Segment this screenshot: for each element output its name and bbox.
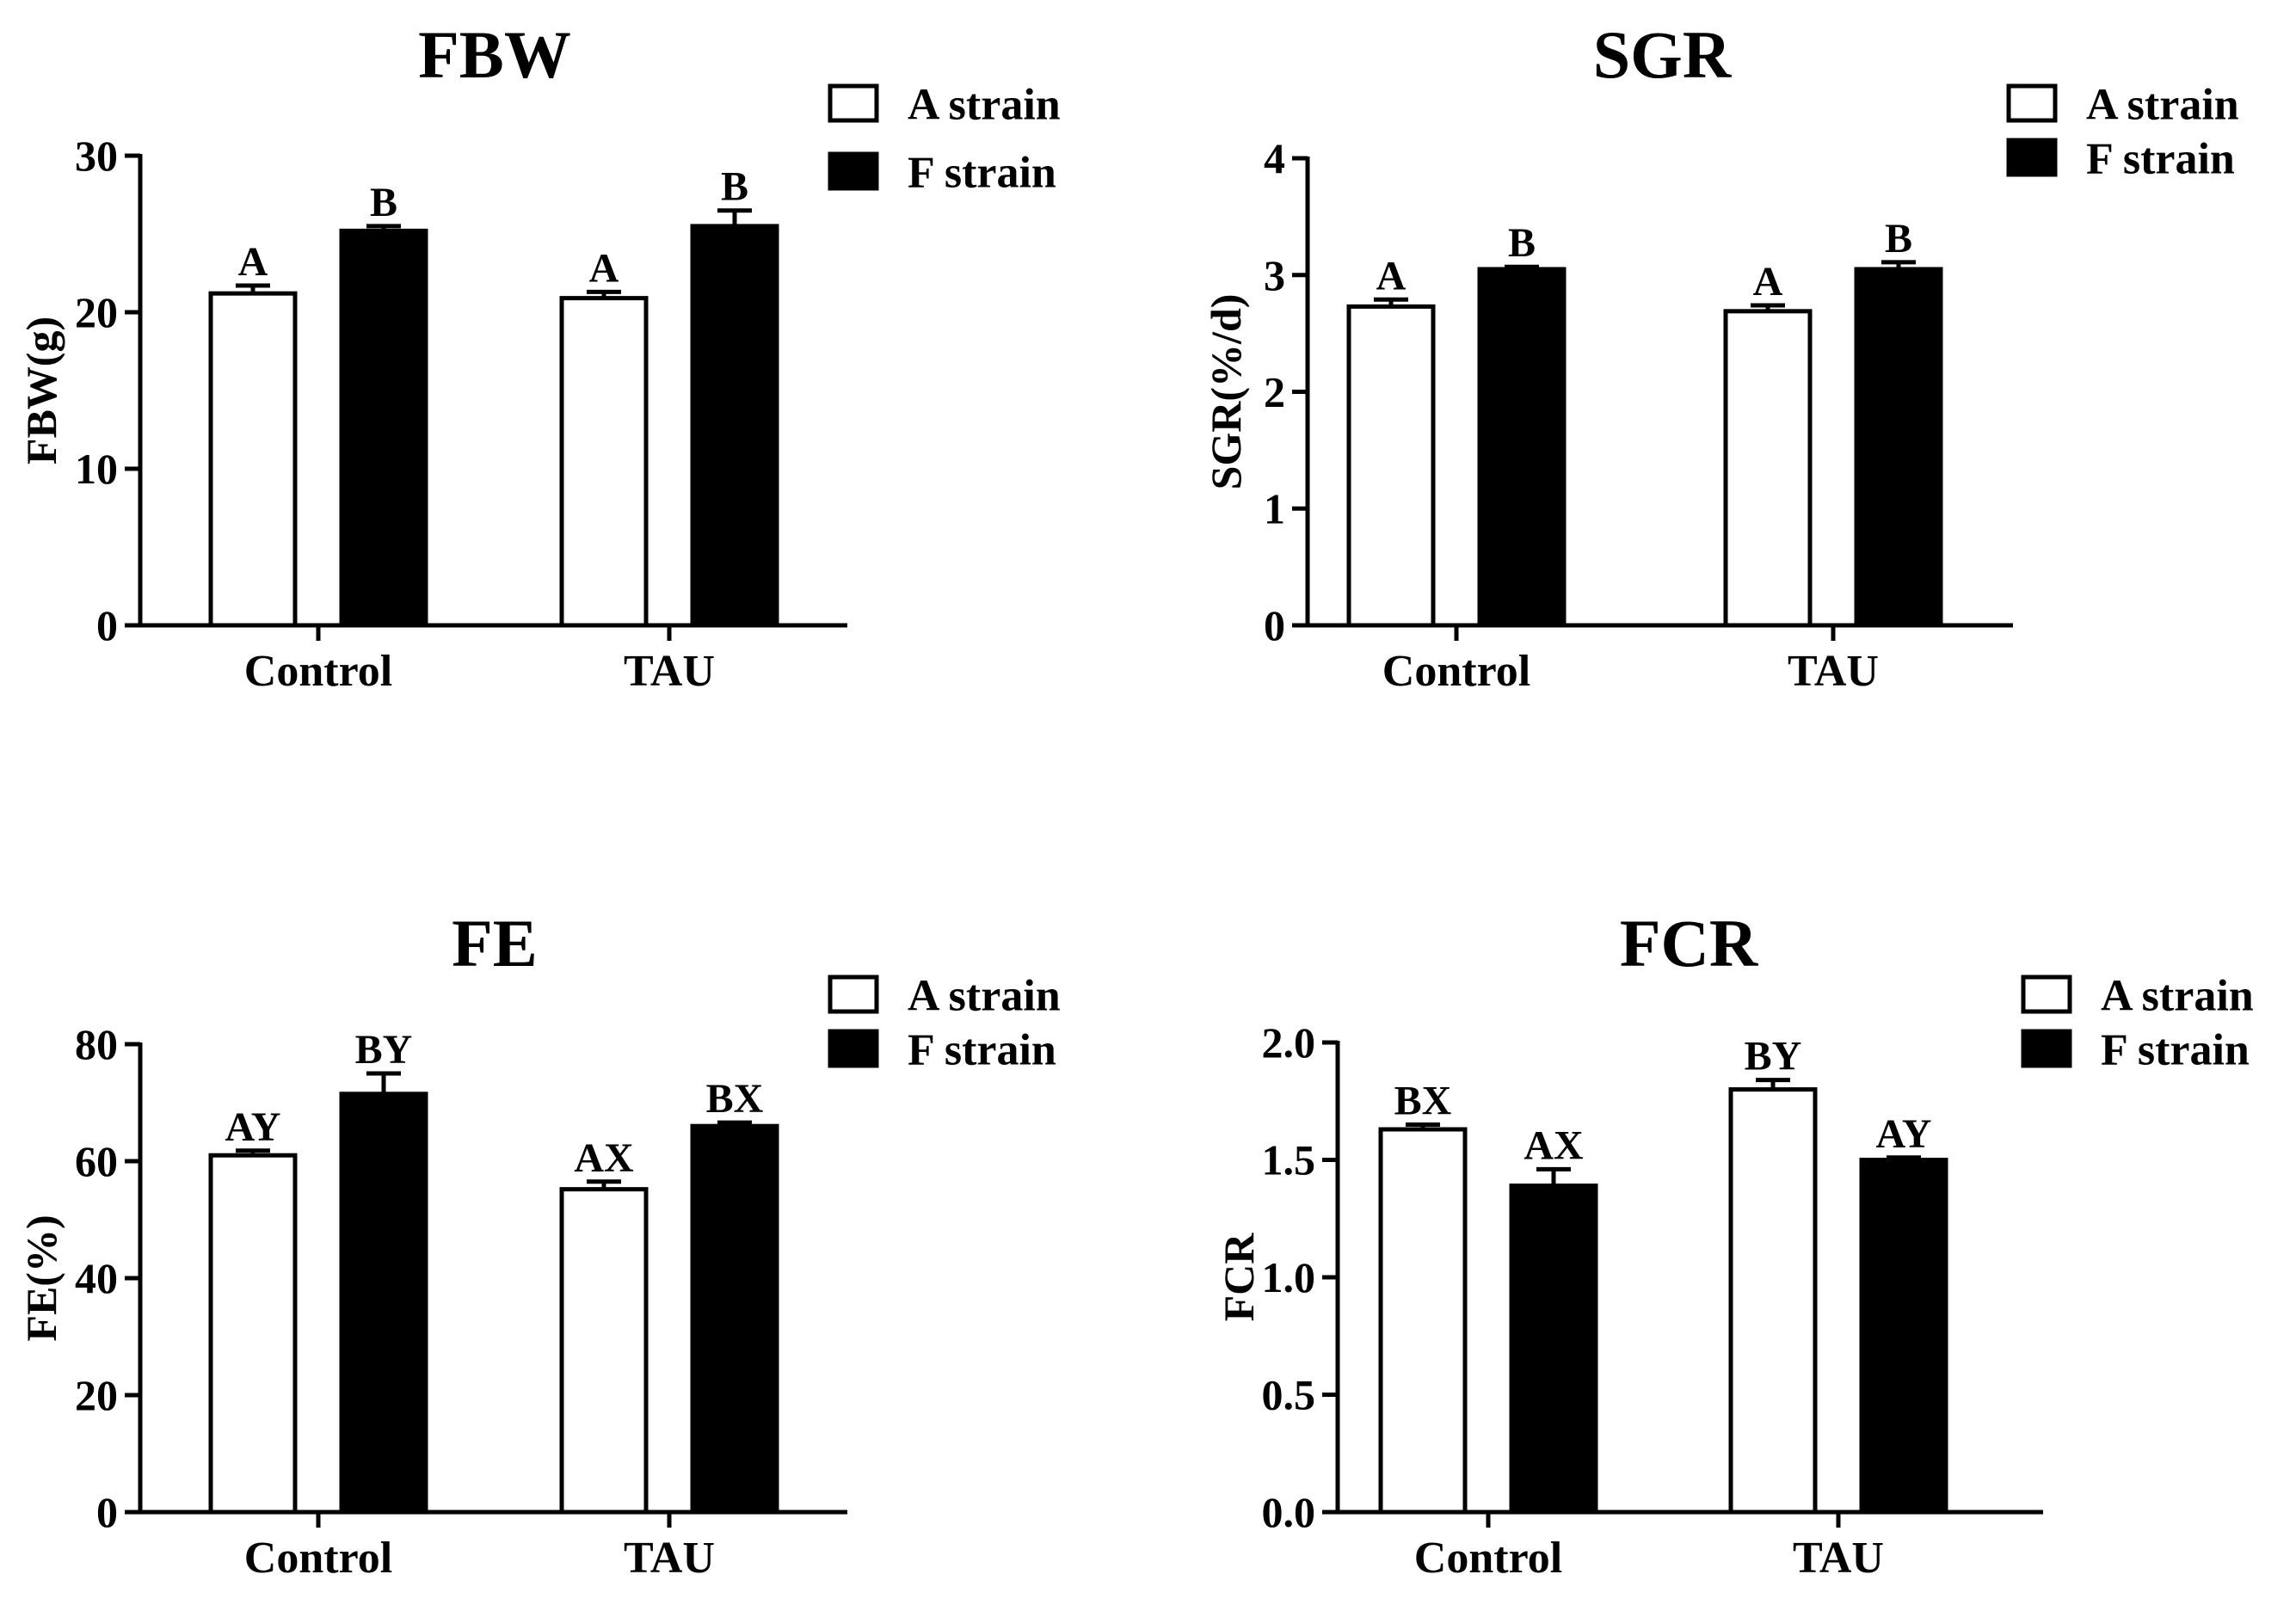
y-tick-label: 0.0 bbox=[1262, 1488, 1316, 1536]
bar bbox=[1346, 304, 1436, 628]
x-tick-label: Control bbox=[244, 1534, 392, 1583]
y-tick-label: 1.5 bbox=[1262, 1136, 1316, 1184]
y-tick-label: 2 bbox=[1264, 368, 1285, 416]
bar bbox=[1854, 267, 1943, 628]
legend-swatch bbox=[828, 83, 879, 123]
y-axis-title: FBW(g) bbox=[17, 317, 65, 464]
y-axis-title: FCR bbox=[1215, 1233, 1263, 1322]
bar bbox=[339, 1092, 428, 1515]
chart-panel-fcr: FCR FCR 0.0 0.5 1.0 1.5 2.0 Control TAU BX BY AX AY A… bbox=[1215, 906, 2254, 1583]
y-tick-label: 0 bbox=[1264, 601, 1285, 649]
chart-panel-sgr: SGR SGR(%/d) 0 1 2 3 4 Control TAU A A B B A strain F … bbox=[1202, 17, 2239, 696]
bar bbox=[1859, 1158, 1948, 1515]
bar bbox=[1728, 1087, 1818, 1515]
significance-label: A bbox=[238, 239, 268, 285]
x-tick-label: Control bbox=[244, 647, 392, 696]
chart-panel-fbw: FBW FBW(g) 0 10 20 30 Control TAU A A B B A strain F … bbox=[17, 17, 1061, 696]
bar bbox=[208, 1153, 298, 1515]
y-axis-title: FE(%) bbox=[17, 1215, 65, 1341]
legend-swatch bbox=[2006, 83, 2058, 123]
legend-label: F strain bbox=[2086, 135, 2235, 184]
y-tick-label: 80 bbox=[75, 1020, 118, 1068]
significance-label: AX bbox=[574, 1135, 634, 1181]
legend-label: F strain bbox=[908, 149, 1056, 198]
x-tick-label: TAU bbox=[1793, 1534, 1884, 1583]
legend-label: A strain bbox=[908, 972, 1061, 1021]
bar bbox=[690, 224, 779, 628]
x-tick-label: Control bbox=[1382, 647, 1530, 696]
bar bbox=[559, 296, 649, 628]
y-tick-label: 2.0 bbox=[1262, 1018, 1316, 1067]
chart-title: SGR bbox=[1593, 17, 1733, 92]
y-tick-label: 0 bbox=[96, 601, 118, 649]
legend-label: A strain bbox=[908, 81, 1061, 130]
y-tick-label: 60 bbox=[75, 1137, 118, 1185]
legend-label: A strain bbox=[2101, 972, 2254, 1021]
x-tick-label: TAU bbox=[1788, 647, 1879, 696]
significance-label: BY bbox=[1745, 1034, 1802, 1079]
legend-swatch bbox=[2021, 975, 2072, 1014]
significance-label: BX bbox=[706, 1076, 764, 1122]
bar bbox=[1509, 1184, 1598, 1515]
y-tick-label: 20 bbox=[75, 1371, 118, 1419]
y-tick-label: 20 bbox=[75, 288, 118, 336]
y-axis-title: SGR(%/d) bbox=[1202, 294, 1250, 490]
bar bbox=[1378, 1127, 1468, 1515]
chart-title: FBW bbox=[418, 17, 571, 92]
bar bbox=[1477, 267, 1567, 628]
y-tick-label: 10 bbox=[75, 445, 118, 493]
legend-swatch bbox=[2006, 138, 2058, 177]
bar bbox=[339, 228, 428, 628]
significance-label: B bbox=[721, 164, 748, 210]
legend-label: F strain bbox=[2101, 1026, 2250, 1075]
y-tick-label: 40 bbox=[75, 1254, 118, 1302]
legend-swatch bbox=[828, 975, 879, 1014]
legend-label: F strain bbox=[908, 1026, 1056, 1075]
y-tick-label: 3 bbox=[1264, 251, 1285, 299]
x-tick-label: Control bbox=[1414, 1534, 1562, 1583]
significance-label: B bbox=[370, 180, 397, 225]
bar bbox=[690, 1123, 779, 1515]
legend-label: A strain bbox=[2086, 81, 2239, 130]
significance-label: AY bbox=[225, 1104, 281, 1150]
x-tick-label: TAU bbox=[624, 1534, 715, 1583]
significance-label: A bbox=[589, 245, 619, 291]
x-tick-label: TAU bbox=[624, 647, 715, 696]
y-tick-label: 4 bbox=[1264, 134, 1285, 182]
bar bbox=[1723, 309, 1813, 628]
significance-label: BX bbox=[1394, 1079, 1452, 1124]
legend-swatch bbox=[828, 1029, 879, 1068]
significance-label: A bbox=[1753, 259, 1783, 304]
y-tick-label: 1.0 bbox=[1262, 1253, 1316, 1301]
bar bbox=[208, 291, 298, 628]
bar bbox=[559, 1187, 649, 1515]
significance-label: BY bbox=[355, 1027, 413, 1073]
significance-label: B bbox=[1508, 220, 1536, 266]
significance-label: B bbox=[1885, 216, 1912, 261]
significance-label: A bbox=[1376, 253, 1407, 298]
y-tick-label: 30 bbox=[75, 132, 118, 180]
y-tick-label: 0 bbox=[96, 1488, 118, 1536]
chart-panel-fe: FE FE(%) 0 20 40 60 80 Control TAU AY AX BY BX A stra… bbox=[17, 906, 1061, 1583]
significance-label: AY bbox=[1876, 1111, 1932, 1157]
chart-title: FCR bbox=[1620, 906, 1759, 981]
chart-title: FE bbox=[452, 906, 538, 981]
legend-swatch bbox=[828, 151, 879, 191]
y-tick-label: 1 bbox=[1264, 484, 1285, 532]
y-tick-label: 0.5 bbox=[1262, 1371, 1316, 1419]
significance-label: AX bbox=[1523, 1122, 1584, 1168]
legend-swatch bbox=[2021, 1029, 2072, 1068]
